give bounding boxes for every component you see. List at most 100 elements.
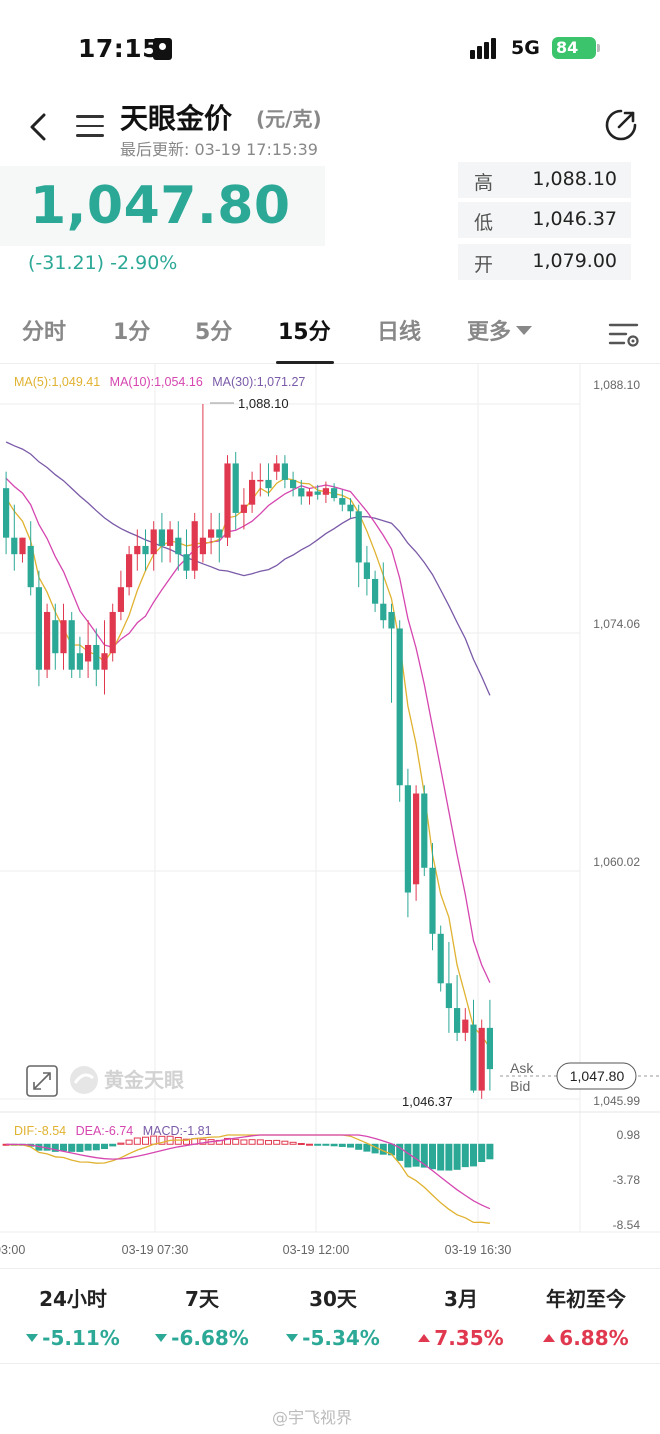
candle — [454, 1008, 461, 1033]
perf-24h: 24小时 -5.11% — [8, 1283, 138, 1350]
chart-settings-icon[interactable] — [608, 320, 640, 350]
perf-value-text: 7.35% — [434, 1326, 504, 1350]
macd-bar — [224, 1137, 231, 1145]
macd-bar — [355, 1143, 363, 1150]
y-tick-label: 1,074.06 — [593, 617, 640, 631]
macd-tick-label: -3.78 — [613, 1173, 641, 1187]
candle — [208, 529, 215, 538]
macd-bar — [240, 1139, 248, 1145]
candlestick-chart[interactable]: MA(5):1,049.41 MA(10):1,054.16 MA(30):1,… — [0, 364, 660, 1268]
dea-legend: DEA:-6.74 — [76, 1124, 134, 1138]
x-tick-label: 03-19 16:30 — [445, 1243, 512, 1257]
candle — [445, 983, 452, 1009]
macd-bar — [314, 1143, 322, 1146]
tab-15min[interactable]: 15分 — [278, 320, 331, 345]
candle — [298, 488, 305, 497]
x-tick-label: 03-19 07:30 — [122, 1243, 189, 1257]
macd-bar — [68, 1143, 76, 1152]
candle — [44, 611, 51, 670]
candles — [3, 404, 493, 1099]
candle — [249, 479, 256, 505]
candle — [486, 1027, 493, 1070]
candle — [35, 587, 42, 670]
triangle-up-icon — [418, 1334, 431, 1342]
candle — [413, 793, 420, 885]
page-title: 天眼金价 — [120, 102, 233, 135]
perf-7d: 7天 -6.68% — [137, 1283, 267, 1350]
share-icon[interactable] — [604, 108, 638, 142]
candle — [11, 537, 18, 555]
price-panel — [0, 166, 325, 246]
macd-bar — [338, 1143, 346, 1147]
macd-bar — [486, 1143, 494, 1160]
candle — [257, 479, 264, 482]
macd-bar — [51, 1143, 59, 1152]
dif-legend: DIF:-8.54 — [14, 1124, 66, 1138]
candle — [93, 644, 100, 670]
x-tick-label: 03-19 12:00 — [283, 1243, 350, 1257]
x-tick-label: 03:00 — [0, 1243, 25, 1257]
macd-bar — [429, 1143, 436, 1170]
tab-timeshare[interactable]: 分时 — [22, 320, 67, 345]
candle — [404, 785, 411, 893]
tab-1min[interactable]: 1分 — [113, 320, 151, 345]
macd-bar — [461, 1143, 469, 1168]
back-icon[interactable] — [26, 112, 52, 142]
candle — [429, 867, 436, 934]
high-label: 高 — [474, 172, 494, 194]
macd-bar — [125, 1139, 133, 1145]
perf-value-text: -5.34% — [302, 1326, 380, 1350]
ma10-legend: MA(10):1,054.16 — [110, 375, 203, 389]
status-time: 17:15 — [78, 34, 161, 63]
perf-value: -6.68% — [137, 1326, 267, 1350]
macd-bar — [412, 1143, 420, 1167]
header: 天眼金价 (元/克) 最后更新: 03-19 17:15:39 — [0, 96, 660, 160]
tab-daily[interactable]: 日线 — [377, 320, 422, 345]
macd-bar — [445, 1143, 453, 1171]
candle — [470, 1024, 477, 1091]
macd-bar — [142, 1136, 149, 1145]
ma5-line — [5, 477, 491, 1049]
macd-bar — [265, 1140, 272, 1145]
macd-bar — [306, 1143, 313, 1146]
y-tick-label: 1,045.99 — [593, 1094, 640, 1108]
candle — [167, 529, 174, 546]
tab-5min[interactable]: 5分 — [195, 320, 233, 345]
chevron-down-icon — [516, 326, 533, 335]
macd-bar — [273, 1139, 281, 1145]
candle — [126, 554, 133, 588]
macd-bar — [396, 1143, 404, 1161]
macd-bar — [330, 1143, 338, 1147]
bid-label: Bid — [510, 1078, 530, 1094]
perf-value-text: -5.11% — [42, 1326, 120, 1350]
candle — [216, 529, 223, 538]
candle — [232, 463, 239, 513]
macd-bar — [437, 1143, 445, 1171]
open-label: 开 — [474, 254, 494, 276]
candle — [437, 933, 444, 984]
candle — [240, 504, 247, 513]
macd-panel — [2, 1134, 494, 1224]
triangle-down-icon — [155, 1334, 168, 1342]
perf-label: 30天 — [309, 1287, 357, 1311]
ma30-line — [5, 441, 491, 696]
macd-bar — [199, 1138, 207, 1145]
candle — [76, 653, 83, 670]
macd-tick-label: 0.98 — [617, 1128, 641, 1142]
macd-bar — [248, 1139, 256, 1145]
high-row: 高 1,088.10 — [458, 162, 631, 198]
macd-bar — [404, 1143, 412, 1168]
expand-icon[interactable] — [26, 1065, 58, 1097]
macd-bar — [109, 1143, 117, 1147]
ask-label: Ask — [510, 1060, 534, 1076]
macd-bar — [133, 1137, 141, 1145]
candle — [175, 537, 182, 555]
menu-icon[interactable] — [76, 115, 104, 139]
updated-time: 03-19 17:15:39 — [194, 140, 318, 159]
candle — [183, 554, 190, 571]
status-bar: 17:15 5G 84 — [0, 0, 660, 96]
perf-value: -5.11% — [8, 1326, 138, 1350]
low-label: 低 — [474, 212, 494, 234]
tab-more[interactable]: 更多 — [467, 314, 533, 346]
candle — [380, 603, 387, 621]
